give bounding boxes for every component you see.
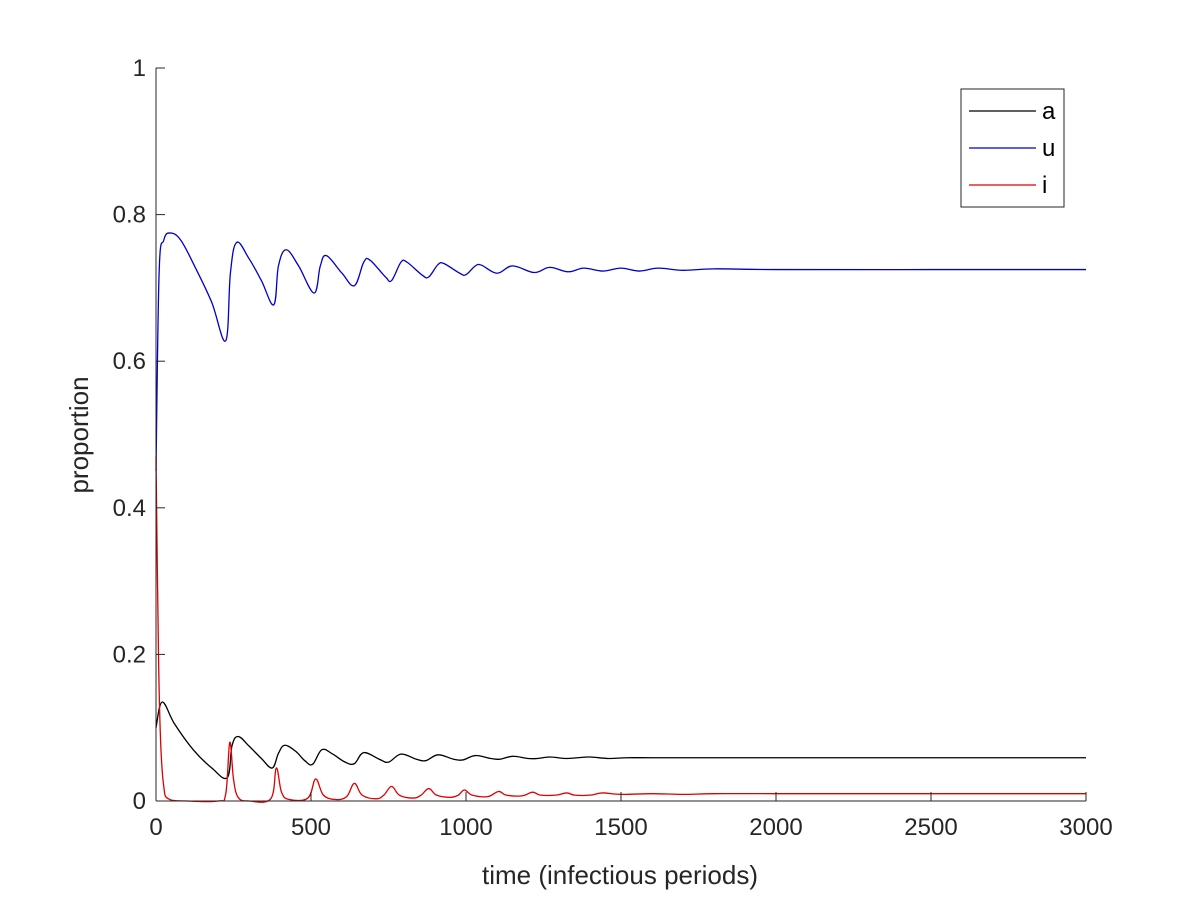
legend-label-a: a (1042, 98, 1056, 125)
x-tick-label: 1000 (439, 814, 492, 841)
legend: aui (960, 88, 1065, 208)
series-layer (155, 232, 1086, 803)
x-axis-title: time (infectious periods) (482, 860, 758, 890)
series-line-a (155, 701, 1086, 780)
y-tick-label: 0.8 (113, 202, 146, 229)
y-tick-label: 0 (133, 788, 146, 815)
y-axis-title: proportion (64, 376, 94, 493)
y-tick-label: 0.6 (113, 348, 146, 375)
x-tick-label: 3000 (1059, 814, 1112, 841)
y-tick-label: 0.4 (113, 495, 146, 522)
x-tick-label: 1500 (594, 814, 647, 841)
y-tick-label: 1 (133, 55, 146, 82)
axes-layer: 0 500 1000 1500 2000 2500 3000 0 0.2 0.4 0.6 0.8 1 (113, 55, 1113, 841)
series-line-u (155, 232, 1086, 472)
x-tick-label: 500 (291, 814, 331, 841)
series-line-i (155, 456, 1086, 803)
legend-label-i: i (1042, 172, 1047, 199)
x-tick-label: 2000 (749, 814, 802, 841)
y-tick-label: 0.2 (113, 641, 146, 668)
x-tick-label: 2500 (904, 814, 957, 841)
x-tick-label: 0 (149, 814, 162, 841)
legend-label-u: u (1042, 135, 1055, 162)
